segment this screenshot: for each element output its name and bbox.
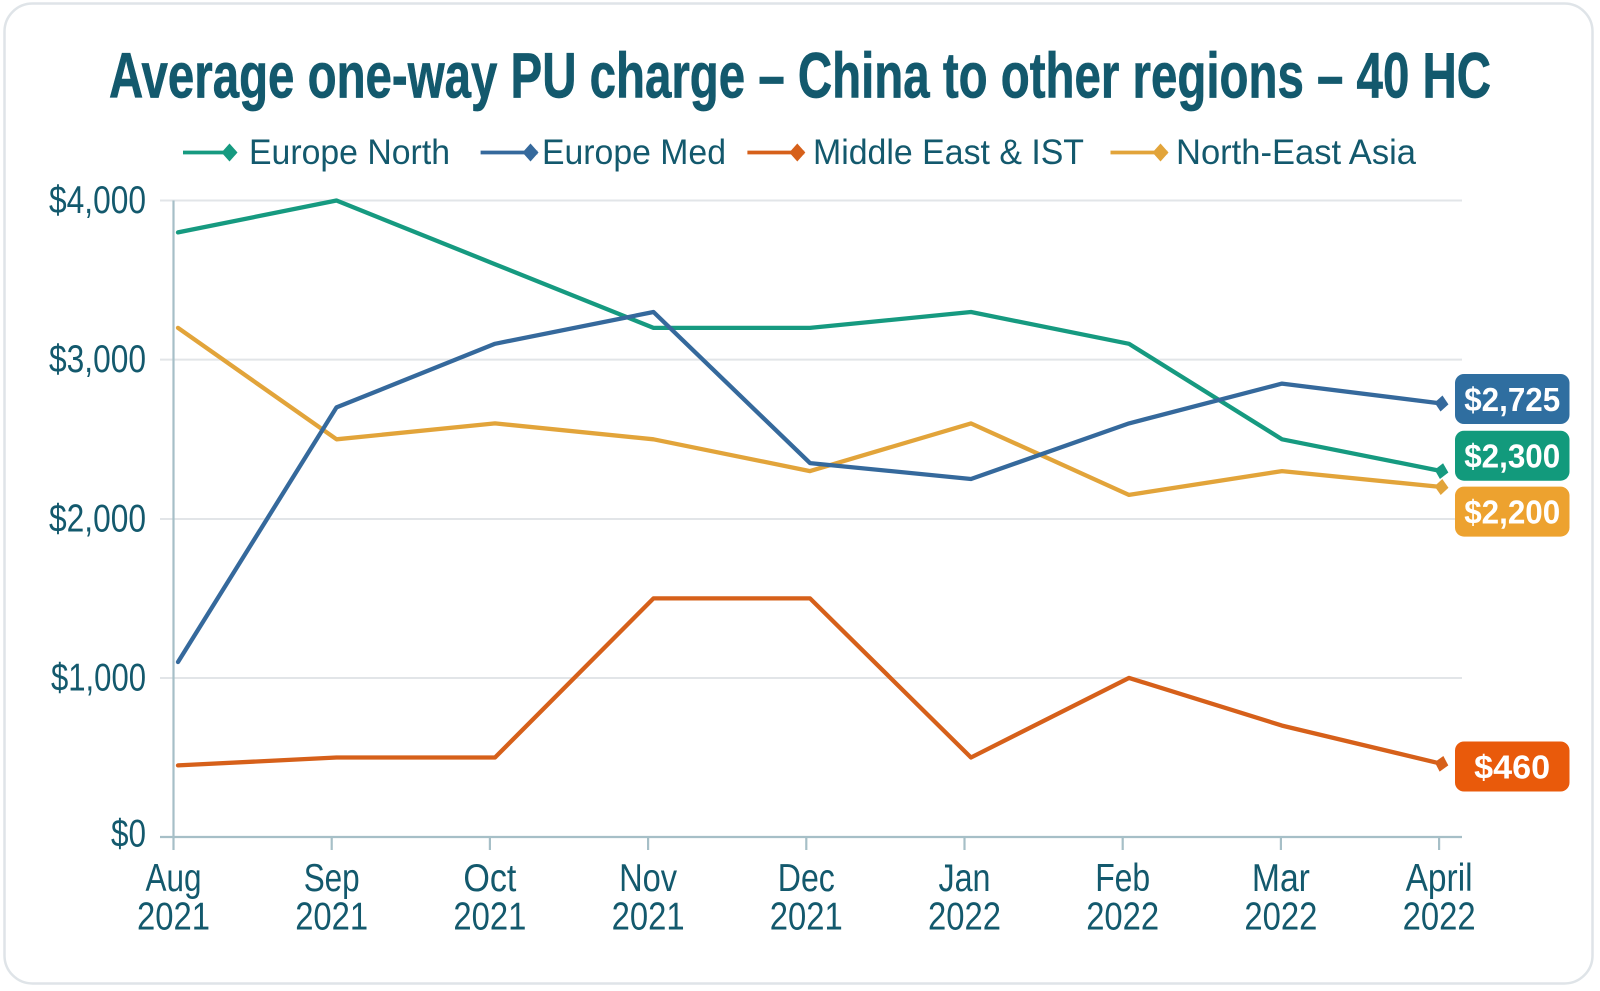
svg-text:Jan: Jan [939,857,991,900]
svg-text:Average one-way PU charge – Ch: Average one-way PU charge – China to oth… [109,40,1491,112]
svg-text:2022: 2022 [1086,896,1159,939]
svg-text:North-East Asia: North-East Asia [1176,133,1417,172]
svg-text:2021: 2021 [137,896,210,939]
svg-text:Sep: Sep [304,857,360,900]
svg-text:Oct: Oct [463,857,516,900]
svg-text:Aug: Aug [146,857,202,900]
svg-text:$2,300: $2,300 [1464,438,1560,475]
svg-text:2022: 2022 [1244,896,1317,939]
svg-text:Middle East & IST: Middle East & IST [813,133,1084,172]
svg-text:2022: 2022 [1403,896,1476,939]
svg-text:$2,725: $2,725 [1464,381,1560,418]
svg-text:$1,000: $1,000 [51,657,146,700]
svg-text:2021: 2021 [295,896,368,939]
svg-text:Europe Med: Europe Med [542,133,726,172]
svg-text:$2,000: $2,000 [49,498,146,541]
svg-text:$4,000: $4,000 [49,179,146,222]
svg-text:$3,000: $3,000 [49,338,146,381]
svg-text:2022: 2022 [928,896,1001,939]
svg-text:2021: 2021 [612,896,685,939]
svg-text:Dec: Dec [778,857,835,900]
svg-text:$2,200: $2,200 [1464,494,1560,531]
svg-text:2021: 2021 [453,896,526,939]
svg-text:Europe North: Europe North [249,133,450,172]
svg-text:$0: $0 [111,813,146,856]
svg-text:April: April [1406,857,1473,900]
svg-text:Feb: Feb [1095,857,1150,900]
svg-text:2021: 2021 [770,896,843,939]
svg-text:Nov: Nov [619,857,678,900]
svg-text:Mar: Mar [1252,857,1310,900]
svg-text:$460: $460 [1474,749,1550,786]
